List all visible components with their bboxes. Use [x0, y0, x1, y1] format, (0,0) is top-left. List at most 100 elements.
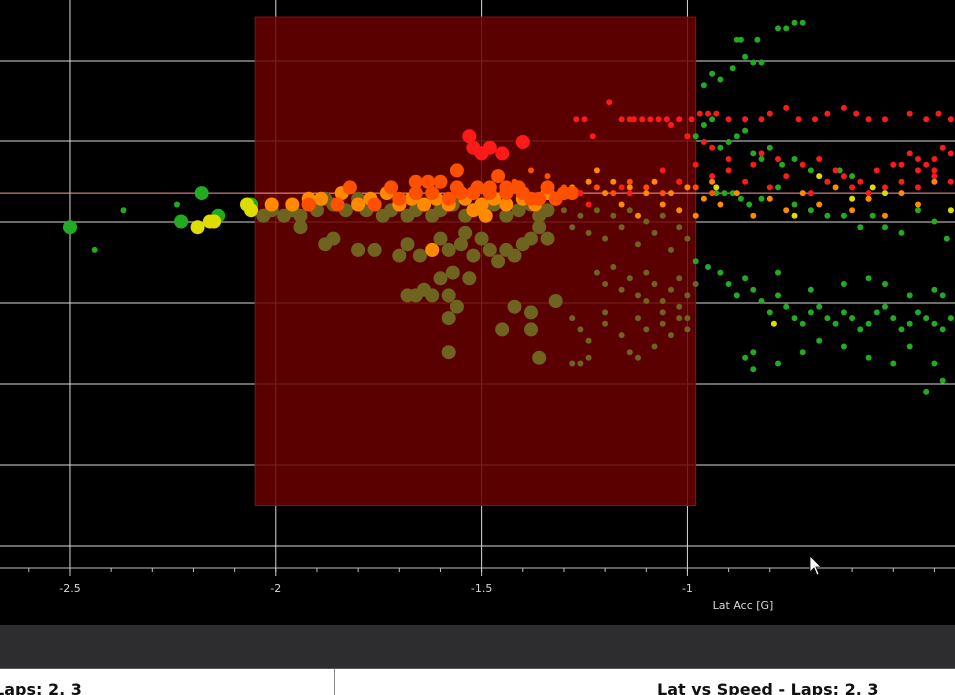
data-point — [643, 298, 650, 304]
data-point — [898, 178, 905, 185]
data-point — [915, 184, 921, 191]
data-point — [931, 173, 938, 180]
data-point — [659, 309, 666, 316]
data-point — [482, 140, 497, 155]
data-point — [915, 309, 921, 316]
data-point — [618, 116, 625, 123]
data-point — [651, 281, 658, 287]
data-point — [766, 309, 773, 316]
data-point — [865, 195, 872, 202]
data-point — [507, 299, 522, 314]
scatter-chart[interactable]: -2.5 -2 -1.5 -1 Lat Acc [G] — [0, 0, 955, 625]
data-point — [626, 178, 633, 185]
data-points — [63, 19, 954, 395]
x-tick-label: -2 — [270, 582, 281, 595]
data-point — [700, 195, 707, 202]
data-point — [824, 315, 831, 322]
data-point — [709, 70, 716, 77]
data-point — [840, 104, 847, 111]
data-point — [869, 212, 876, 219]
data-point — [314, 191, 329, 206]
data-point — [713, 190, 720, 197]
data-point — [593, 269, 600, 276]
data-point — [775, 184, 781, 191]
data-point — [758, 156, 765, 162]
data-point — [515, 186, 530, 201]
data-point — [750, 150, 757, 157]
data-point — [709, 190, 716, 197]
data-point — [840, 343, 847, 350]
data-point — [799, 161, 806, 168]
data-point — [433, 271, 448, 286]
data-point — [573, 116, 580, 123]
data-point — [626, 116, 633, 123]
data-point — [807, 190, 814, 197]
data-point — [873, 309, 880, 316]
data-point — [939, 377, 946, 384]
data-point — [618, 201, 625, 208]
data-point — [692, 161, 699, 168]
data-point — [853, 110, 860, 117]
data-point — [659, 190, 666, 197]
data-point — [709, 178, 716, 185]
data-point — [626, 275, 633, 282]
data-point — [643, 326, 650, 333]
data-point — [775, 25, 781, 32]
data-point — [758, 298, 765, 304]
x-tick-label: -1 — [682, 582, 693, 595]
data-point — [799, 190, 806, 197]
data-point — [655, 116, 662, 123]
data-point — [725, 156, 732, 162]
left-panel-header[interactable]: Laps: 2, 3 — [0, 669, 335, 695]
data-point — [865, 275, 872, 282]
data-point — [684, 184, 691, 191]
data-point — [824, 110, 831, 117]
data-point — [120, 207, 127, 214]
data-point — [515, 135, 530, 149]
data-point — [425, 242, 440, 257]
data-point — [766, 184, 773, 191]
data-point — [758, 150, 765, 157]
data-point — [824, 212, 831, 219]
data-point — [421, 174, 436, 189]
data-point — [865, 190, 872, 197]
data-point — [602, 190, 609, 197]
data-point — [923, 116, 930, 123]
data-point — [462, 129, 477, 144]
data-point — [618, 224, 625, 231]
data-point — [585, 354, 592, 361]
data-point — [906, 150, 913, 157]
data-point — [791, 156, 798, 162]
data-point — [791, 315, 798, 322]
data-point — [898, 326, 905, 333]
data-point — [441, 191, 456, 206]
data-point — [668, 332, 674, 339]
data-point — [441, 242, 456, 257]
data-point — [643, 190, 650, 197]
data-point — [400, 288, 415, 303]
data-point — [865, 354, 872, 361]
data-point — [816, 337, 823, 344]
data-point — [824, 178, 831, 185]
right-panel-header[interactable]: Lat vs Speed - Laps: 2, 3 — [336, 669, 955, 695]
data-point — [668, 286, 674, 293]
data-point — [915, 207, 921, 214]
data-point — [326, 231, 341, 246]
data-point — [750, 366, 757, 373]
data-point — [630, 116, 637, 123]
data-point — [816, 303, 823, 310]
data-point — [890, 315, 897, 322]
data-point — [692, 133, 699, 140]
data-point — [750, 59, 757, 66]
data-point — [832, 184, 839, 191]
data-point — [775, 360, 781, 367]
data-point — [470, 180, 485, 195]
data-point — [766, 144, 773, 151]
data-point — [626, 349, 633, 356]
data-point — [676, 315, 683, 322]
data-point — [799, 19, 806, 26]
data-point — [524, 231, 538, 246]
data-point — [935, 110, 942, 117]
data-point — [725, 116, 732, 123]
data-point — [392, 248, 407, 263]
